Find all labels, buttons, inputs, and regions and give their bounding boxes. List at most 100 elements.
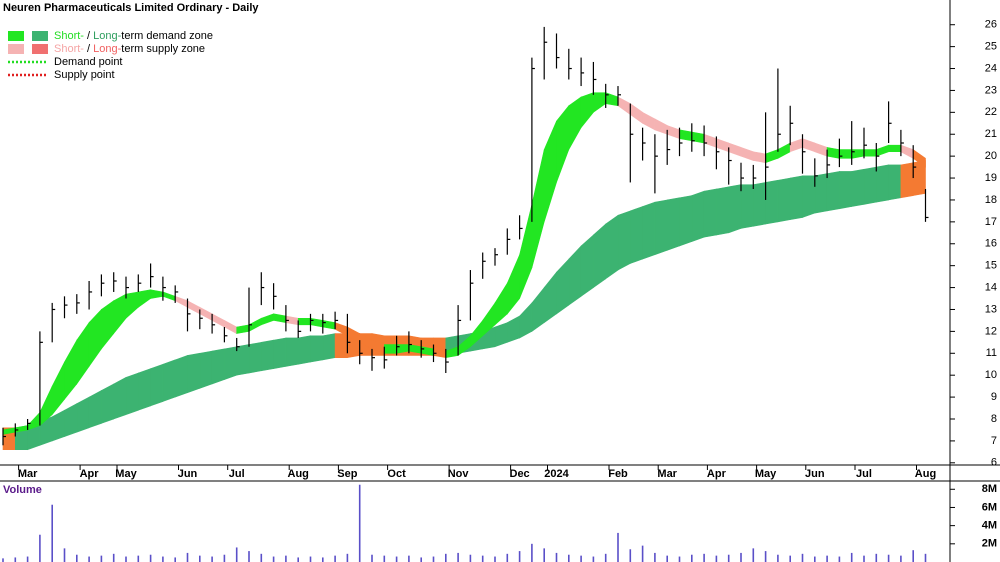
- volume-bar: [506, 553, 509, 562]
- long-term-zone: [310, 335, 324, 363]
- x-tick-label: May: [115, 468, 137, 480]
- long-term-zone: [76, 396, 90, 433]
- volume-bar: [445, 553, 447, 562]
- volume-bar: [358, 484, 361, 562]
- x-tick-label: Dec: [510, 468, 530, 480]
- short-term-zone: [629, 102, 643, 124]
- short-term-zone: [383, 344, 397, 354]
- long-term-zone: [211, 348, 225, 385]
- volume-bar: [850, 552, 853, 562]
- volume-bar: [199, 555, 201, 562]
- chart-title: Neuren Pharmaceuticals Limited Ordinary …: [3, 2, 259, 14]
- y-tick-label: 23: [985, 84, 997, 96]
- volume-bar: [125, 556, 127, 562]
- short-term-zone: [494, 282, 508, 326]
- volume-bar: [309, 556, 312, 562]
- long-term-zone: [802, 175, 816, 218]
- x-tick-label: Nov: [448, 468, 470, 480]
- long-term-zone: [138, 368, 151, 411]
- volume-bar: [248, 551, 250, 562]
- short-term-zone: [888, 144, 902, 153]
- volume-bar: [912, 550, 914, 562]
- long-term-zone: [888, 164, 902, 201]
- long-term-zone: [716, 186, 730, 236]
- volume-bar: [149, 554, 152, 562]
- y-tick-label: 24: [985, 62, 997, 74]
- volume-bar: [678, 556, 681, 562]
- y-tick-label: 25: [985, 41, 997, 53]
- short-term-zone: [531, 149, 545, 268]
- volume-bar: [14, 557, 17, 562]
- legend-text: Short-: [54, 30, 84, 42]
- volume-bar: [174, 557, 176, 562]
- short-term-zone: [789, 138, 803, 153]
- short-term-zone: [580, 92, 594, 129]
- y-tick-label: 8: [991, 413, 997, 425]
- volume-bar: [432, 556, 435, 562]
- short-term-zone: [101, 300, 114, 350]
- long-term-zone: [593, 223, 607, 289]
- volume-bar: [162, 556, 164, 562]
- long-term-zone: [506, 315, 520, 343]
- long-term-zone: [740, 184, 754, 229]
- legend-text: Long-: [93, 43, 121, 55]
- volume-bar: [814, 556, 816, 562]
- long-term-zone: [654, 199, 668, 256]
- volume-bar: [322, 557, 324, 562]
- short-term-zone: [703, 133, 717, 148]
- long-term-zone: [285, 337, 299, 367]
- long-term-zone: [752, 182, 766, 227]
- short-term-zone: [113, 293, 127, 335]
- volume-bar: [346, 553, 349, 562]
- volume-bar: [481, 555, 484, 562]
- volume-bar: [543, 548, 545, 562]
- short-term-zone: [310, 317, 324, 328]
- y-tick-label: 4M: [982, 520, 997, 532]
- volume-bar: [469, 554, 472, 562]
- volume-bar: [703, 553, 705, 562]
- long-term-zone: [679, 195, 693, 247]
- y-tick-label: 26: [985, 19, 997, 31]
- short-term-zone: [666, 125, 680, 140]
- long-term-zone: [863, 166, 877, 205]
- y-tick-label: 10: [985, 369, 997, 381]
- volume-bar: [112, 553, 115, 562]
- short-term-zone: [814, 142, 828, 157]
- long-term-zone: [297, 335, 311, 365]
- volume-bar: [211, 556, 213, 562]
- y-tick-label: 6M: [982, 501, 997, 513]
- short-term-zone: [64, 338, 78, 401]
- long-term-zone: [64, 403, 78, 437]
- volume-bar: [924, 553, 927, 562]
- y-tick-label: 6: [991, 457, 997, 469]
- y-tick-label: 18: [985, 194, 997, 206]
- legend-swatch: [8, 31, 24, 41]
- price-bars: [2, 26, 929, 446]
- short-term-zone: [174, 295, 188, 308]
- legend-text: /: [84, 30, 93, 42]
- long-term-zone: [113, 376, 127, 420]
- short-term-zone: [900, 144, 914, 159]
- short-term-zone: [273, 313, 287, 323]
- legend-text: Long-: [93, 30, 121, 42]
- long-term-zone: [703, 188, 717, 238]
- short-term-zone: [826, 147, 840, 159]
- volume-bar: [666, 555, 668, 562]
- y-tick-label: 2M: [982, 538, 997, 550]
- volume-bar: [371, 554, 373, 562]
- volume-bar: [531, 543, 533, 562]
- long-term-zone: [765, 179, 779, 225]
- y-tick-label: 16: [985, 238, 997, 250]
- long-term-zone: [814, 173, 828, 214]
- short-term-zone: [88, 308, 102, 368]
- long-term-zone: [900, 162, 914, 199]
- short-term-zone: [752, 151, 766, 164]
- long-term-zone: [150, 363, 164, 407]
- short-term-zone: [224, 319, 237, 335]
- short-term-zone: [679, 129, 693, 142]
- legend-swatch: [32, 44, 48, 54]
- short-term-zone: [76, 321, 90, 385]
- long-term-zone: [568, 245, 582, 306]
- x-tick-label: Jul: [856, 468, 872, 480]
